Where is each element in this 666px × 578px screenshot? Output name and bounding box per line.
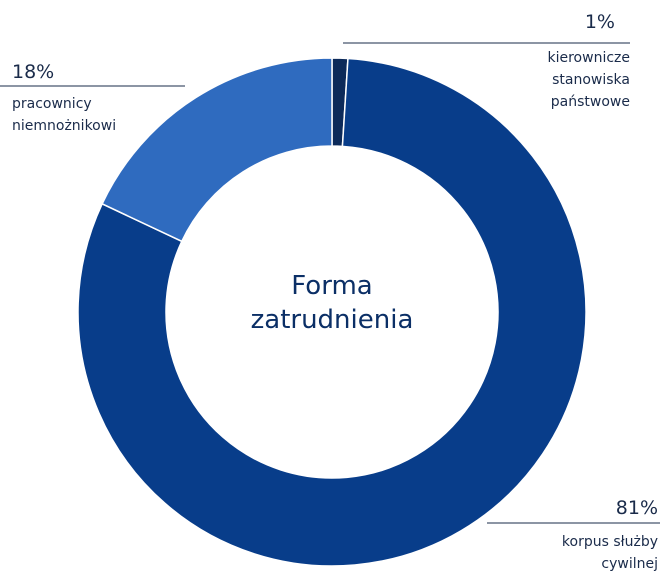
category-label: pracownicy niemnożnikowi	[12, 96, 116, 134]
donut-slice	[77, 57, 587, 567]
category-label: korpus służby cywilnej	[562, 534, 658, 572]
value-label: 18%	[12, 61, 54, 83]
chart-title: Forma zatrudnienia	[251, 271, 414, 335]
value-label: 1%	[585, 11, 615, 33]
donut-slice	[101, 57, 333, 243]
value-label: 81%	[616, 497, 658, 519]
category-label: kierownicze stanowiska państwowe	[548, 50, 631, 110]
